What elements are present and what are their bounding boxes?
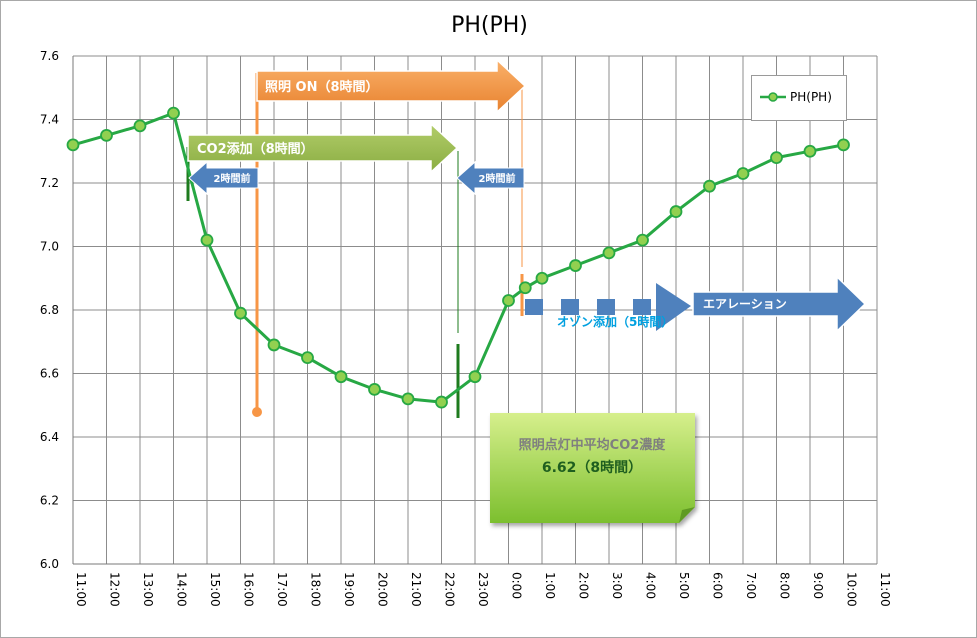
- x-tick-label: 16:00: [242, 572, 256, 607]
- before-arrow-right-label: 2時間前: [479, 172, 516, 185]
- y-tick-label: 6.2: [40, 494, 59, 508]
- x-tick-label: 12:00: [108, 572, 122, 607]
- aeration-arrow: [692, 275, 867, 333]
- x-tick-label: 22:00: [443, 572, 457, 607]
- before-arrow-left-label: 2時間前: [214, 172, 251, 185]
- lighting-arrow: [256, 58, 527, 114]
- before-arrow-right: [456, 160, 525, 196]
- data-point: [368, 382, 381, 396]
- data-point: [66, 138, 80, 152]
- y-tick-label: 7.6: [40, 49, 59, 63]
- x-tick-label: 11:00: [74, 572, 88, 607]
- y-tick-label: 6.6: [40, 367, 59, 381]
- data-point: [770, 151, 783, 165]
- data-point: [736, 167, 750, 180]
- lighting-arrow-label: 照明 ON（8時間）: [265, 79, 379, 95]
- legend-marker: [760, 92, 786, 102]
- ozone-arrow-dash: [561, 299, 579, 315]
- ozone-arrow-dash: [597, 299, 615, 315]
- y-tick-label: 7.2: [40, 176, 59, 190]
- x-tick-label: 2:00: [577, 572, 591, 599]
- legend-label: PH(PH): [790, 90, 832, 104]
- ozone-label: オゾン添加（5時間）: [557, 314, 673, 329]
- data-point: [518, 281, 532, 295]
- avg-note: [490, 413, 695, 523]
- chart-title: PH(PH): [451, 13, 528, 38]
- x-tick-label: 4:00: [644, 572, 658, 599]
- x-tick-label: 14:00: [175, 572, 189, 607]
- data-point: [100, 128, 113, 142]
- x-tick-label: 9:00: [811, 572, 825, 599]
- data-point: [167, 106, 180, 120]
- x-tick-label: 23:00: [476, 572, 490, 607]
- co2-arrow-label: CO2添加（8時間）: [197, 141, 314, 157]
- data-point: [234, 306, 247, 320]
- data-point: [401, 392, 415, 406]
- x-tick-label: 19:00: [342, 572, 356, 607]
- data-point: [502, 294, 515, 307]
- x-tick-label: 10:00: [845, 572, 859, 607]
- y-tick-label: 6.4: [40, 430, 59, 444]
- before-arrow-left: [188, 160, 259, 196]
- x-tick-label: 7:00: [744, 572, 758, 599]
- ozone-arrow-dash: [525, 299, 543, 315]
- data-point: [803, 144, 817, 158]
- x-tick-label: 0:00: [510, 572, 524, 599]
- x-tick-label: 11:00: [878, 572, 892, 607]
- avg-note-title: 照明点灯中平均CO2濃度: [519, 437, 667, 453]
- x-tick-label: 5:00: [677, 572, 691, 599]
- x-tick-label: 1:00: [543, 572, 557, 599]
- legend: PH(PH): [751, 75, 847, 121]
- x-tick-label: 13:00: [141, 572, 155, 607]
- data-point: [669, 205, 683, 218]
- data-point: [535, 271, 549, 285]
- data-point: [200, 233, 214, 247]
- co2-arrow: [187, 122, 459, 174]
- aeration-label: エアレーション: [703, 297, 787, 311]
- y-tick-label: 6.8: [40, 303, 59, 317]
- data-point: [837, 138, 850, 152]
- x-tick-label: 15:00: [208, 572, 222, 607]
- data-point: [602, 246, 616, 260]
- x-tick-label: 20:00: [376, 572, 390, 607]
- x-tick-label: 17:00: [275, 572, 289, 607]
- data-point: [435, 395, 448, 409]
- ozone-arrow-dash: [633, 299, 651, 315]
- lighting-start-dot: [252, 407, 262, 417]
- x-tick-label: 6:00: [711, 572, 725, 599]
- data-point: [703, 179, 716, 193]
- x-tick-label: 8:00: [778, 572, 792, 599]
- x-tick-label: 18:00: [309, 572, 323, 607]
- data-point: [636, 233, 649, 247]
- avg-note-fold: [679, 507, 695, 523]
- x-tick-label: 3:00: [610, 572, 624, 599]
- data-point: [267, 338, 281, 352]
- data-point: [133, 119, 147, 133]
- data-point: [301, 351, 314, 365]
- data-point: [569, 259, 582, 272]
- data-point: [468, 370, 482, 384]
- data-point: [334, 370, 348, 384]
- x-tick-label: 21:00: [409, 572, 423, 607]
- y-tick-label: 6.0: [40, 557, 59, 571]
- y-tick-label: 7.4: [40, 113, 59, 127]
- y-tick-label: 7.0: [40, 240, 59, 254]
- ozone-arrow-head: [656, 283, 691, 331]
- avg-note-value: 6.62（8時間）: [542, 459, 642, 476]
